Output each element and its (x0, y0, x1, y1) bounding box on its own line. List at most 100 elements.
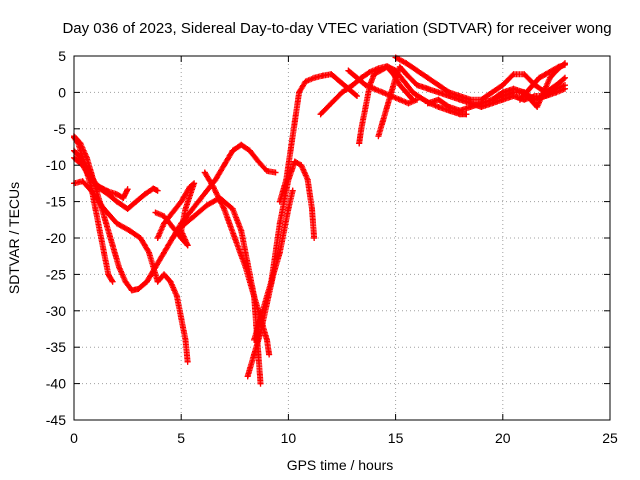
data-point (161, 213, 168, 220)
data-point (289, 187, 296, 194)
data-point (478, 100, 485, 107)
data-point (339, 89, 345, 96)
data-point (83, 169, 90, 176)
data-point (154, 278, 161, 285)
data-point (534, 103, 541, 110)
data-point (242, 264, 249, 271)
data-point (143, 278, 150, 285)
data-point (103, 220, 110, 227)
data-point (137, 235, 144, 241)
data-point (101, 249, 108, 256)
data-point (210, 184, 217, 191)
data-point (191, 213, 198, 220)
data-point (328, 100, 335, 107)
data-point (238, 227, 245, 234)
data-point (388, 93, 395, 100)
data-point (463, 111, 470, 118)
data-point (354, 93, 361, 100)
data-point (96, 198, 103, 205)
data-point (75, 140, 82, 147)
data-point (366, 69, 373, 76)
x-tick-label: 15 (388, 430, 404, 446)
data-point (371, 71, 378, 78)
data-point (276, 220, 283, 227)
data-point (259, 307, 266, 314)
data-point (276, 249, 283, 256)
data-point (126, 227, 133, 234)
data-point (150, 185, 157, 192)
data-point (96, 227, 103, 234)
data-point (152, 264, 159, 271)
data-point (446, 89, 453, 96)
data-point (311, 74, 318, 81)
y-tick-label: -5 (54, 121, 67, 137)
data-point (191, 180, 198, 187)
data-point (561, 82, 568, 89)
data-point (281, 227, 288, 234)
data-point (489, 89, 496, 96)
data-point (178, 235, 185, 241)
data-point (542, 71, 549, 78)
data-point (375, 133, 382, 140)
data-point (371, 85, 378, 92)
y-tick-label: -25 (46, 266, 66, 282)
series-track-7 (152, 209, 191, 249)
data-point (283, 176, 290, 183)
series-track-16 (392, 54, 568, 103)
x-tick-label: 25 (602, 430, 618, 446)
data-point (133, 198, 140, 205)
data-point (92, 205, 99, 212)
data-point (268, 278, 275, 285)
data-point (263, 336, 270, 343)
data-point (182, 205, 189, 212)
data-point (396, 63, 403, 70)
data-point (182, 336, 189, 343)
data-point (195, 198, 202, 205)
data-point (251, 293, 258, 300)
data-point (109, 278, 116, 285)
chart-title: Day 036 of 2023, Sidereal Day-to-day VTE… (62, 20, 611, 37)
data-point (298, 162, 305, 169)
data-point (435, 89, 442, 96)
data-point (116, 264, 123, 271)
data-point (124, 205, 131, 212)
data-point (527, 96, 534, 103)
data-point (349, 82, 356, 89)
data-point (456, 107, 463, 114)
data-point (257, 380, 264, 387)
data-point (285, 205, 292, 212)
series-track-17 (345, 67, 421, 107)
y-tick-label: 0 (58, 84, 66, 100)
data-point (308, 205, 315, 212)
data-point (178, 315, 185, 322)
data-point (221, 162, 228, 169)
data-point (296, 89, 303, 96)
data-point (109, 242, 116, 249)
data-point (113, 220, 120, 227)
data-point (184, 242, 191, 249)
series-track-1 (71, 147, 161, 212)
data-track (71, 154, 131, 201)
data-point (276, 198, 283, 205)
data-point (212, 176, 219, 183)
data-point (255, 158, 262, 165)
data-point (510, 71, 517, 78)
data-point (263, 168, 270, 175)
data-point (467, 96, 474, 103)
data-point (354, 74, 361, 81)
x-axis-label: GPS time / hours (287, 457, 394, 473)
series-track-8 (169, 194, 264, 387)
data-track (71, 147, 161, 212)
data-point (319, 72, 326, 79)
data-point (499, 82, 506, 89)
data-point (516, 96, 523, 103)
data-point (122, 278, 129, 285)
series-track-20 (516, 61, 568, 103)
data-point (154, 235, 161, 241)
y-tick-label: -45 (46, 412, 66, 428)
data-point (345, 67, 352, 74)
data-point (456, 93, 463, 100)
data-point (403, 71, 410, 78)
data-point (414, 96, 421, 103)
